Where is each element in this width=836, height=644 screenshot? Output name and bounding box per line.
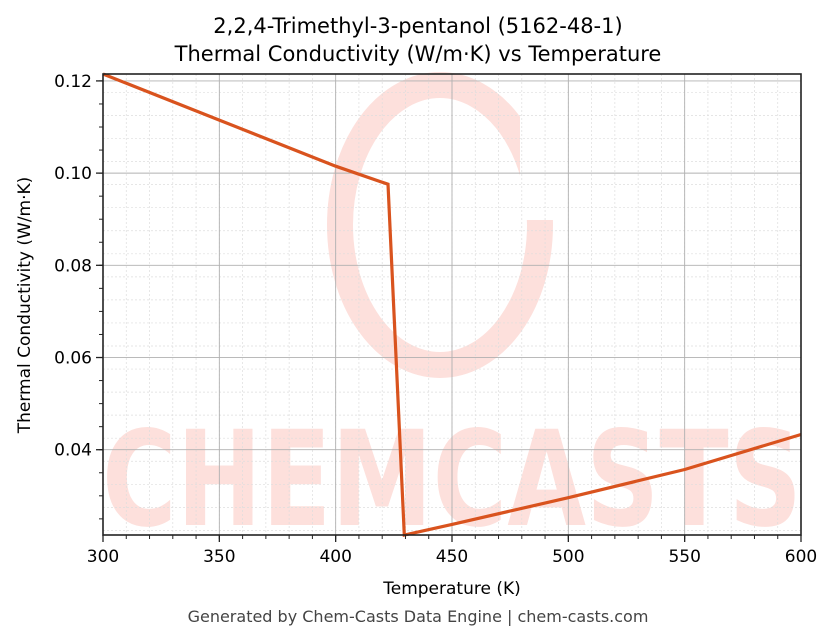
svg-text:0.10: 0.10 (54, 164, 92, 184)
svg-text:550: 550 (668, 547, 700, 567)
x-axis-ticks: 300 350 400 450 500 550 600 (87, 535, 817, 567)
svg-text:300: 300 (87, 547, 119, 567)
svg-text:450: 450 (436, 547, 468, 567)
footer-credit: Generated by Chem-Casts Data Engine | ch… (187, 607, 649, 626)
svg-text:0.12: 0.12 (54, 72, 92, 92)
svg-text:500: 500 (552, 547, 584, 567)
svg-text:0.06: 0.06 (54, 349, 92, 369)
svg-text:600: 600 (785, 547, 817, 567)
y-axis-label: Thermal Conductivity (W/m·K) (15, 177, 35, 435)
chart-title: 2,2,4-Trimethyl-3-pentanol (5162-48-1) (213, 14, 623, 38)
svg-text:0.04: 0.04 (54, 441, 92, 461)
svg-text:0.08: 0.08 (54, 256, 92, 276)
svg-text:400: 400 (319, 547, 351, 567)
chart-subtitle: Thermal Conductivity (W/m·K) vs Temperat… (174, 42, 662, 66)
x-axis-label: Temperature (K) (382, 579, 521, 599)
y-axis-ticks: 0.04 0.06 0.08 0.10 0.12 (54, 72, 103, 520)
svg-text:350: 350 (203, 547, 235, 567)
